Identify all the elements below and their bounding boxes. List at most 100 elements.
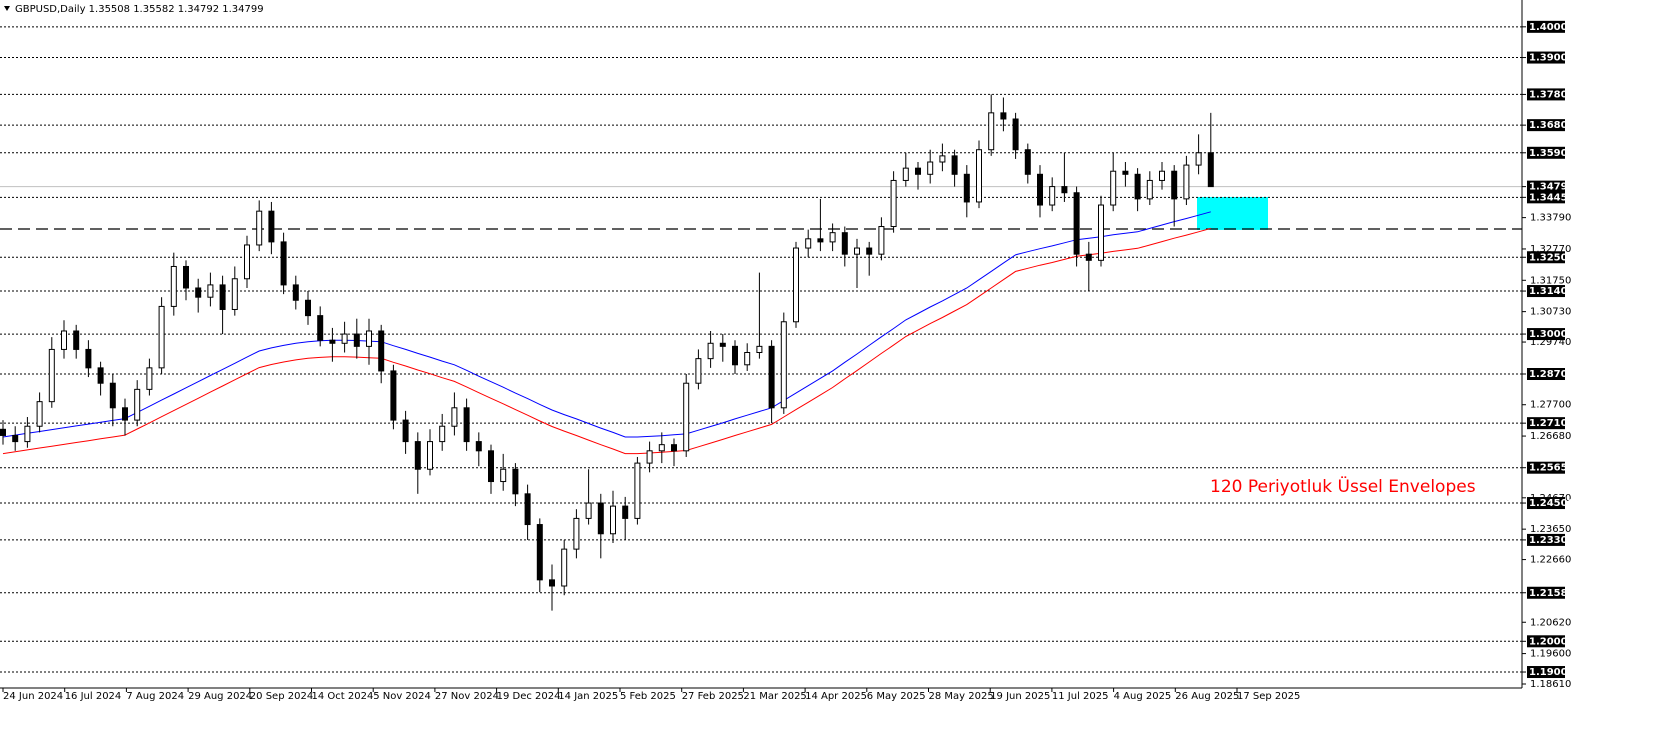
candle-body [854,247,860,255]
level-label: 1.19000 [1529,667,1575,678]
x-tick-label: 4 Aug 2025 [1114,691,1172,702]
x-tick-label: 27 Nov 2024 [435,691,499,702]
level-label: 1.39000 [1529,53,1575,64]
level-label-box [1527,20,1565,33]
candle-body [549,579,555,587]
candle-body [488,450,494,483]
annotation: 120 Periyotluk Üssel Envelopes [1210,475,1476,497]
candle-body [353,333,360,347]
level-label-box [1527,88,1565,101]
candle-body [122,407,128,421]
y-tick-label: 1.32770 [1530,244,1571,255]
y-tick-label: 1.30730 [1530,307,1571,318]
level-label-box [1527,497,1565,510]
level-label-box [1527,251,1565,264]
level-label: 1.37800 [1529,89,1575,100]
level-label-box [1527,666,1565,679]
candle-body [658,444,665,452]
candle-body [451,407,458,427]
x-tick-label: 17 Sep 2025 [1237,691,1300,702]
candle-body [85,348,92,369]
candle-body [268,210,275,243]
candle-body [1195,152,1202,166]
candle-body [1024,149,1031,175]
candle-body [219,284,226,310]
candle-body [73,330,80,350]
candle-body [915,167,921,175]
candle-body [1171,170,1178,200]
candle-body [1159,170,1165,181]
candle-body [890,179,897,228]
y-tick-label: 1.23650 [1530,524,1571,535]
candle-body [475,441,482,452]
candle-body [512,468,519,495]
candle-body [1134,173,1141,200]
zone [1197,197,1268,230]
candle-body [0,428,6,436]
candle-body [829,232,836,243]
level-label: 1.40000 [1529,22,1575,33]
x-tick-label: 20 Sep 2024 [250,691,313,702]
candle-body [610,505,616,535]
candle-body [1183,164,1190,200]
candle-body [707,342,714,360]
candle-body [244,244,250,280]
chart-title: GBPUSD,Daily 1.35508 1.35582 1.34792 1.3… [15,4,264,15]
candle-body [536,524,543,581]
x-tick-label: 14 Oct 2024 [312,691,374,702]
candle-body [634,462,641,519]
candle-body [427,441,433,470]
x-tick-label: 28 May 2025 [929,691,994,702]
candle-body [170,265,177,307]
candle-body [1207,152,1214,188]
level-label: 1.21580 [1529,588,1575,599]
candle-body [976,149,982,203]
candle-body [683,382,690,452]
level-label: 1.35900 [1529,148,1575,159]
y-tick-label: 1.33790 [1530,213,1571,224]
candle-body [1122,170,1129,175]
candle-body [951,155,958,175]
level-label: 1.31400 [1529,286,1575,297]
x-tick-label: 26 Aug 2025 [1175,691,1239,702]
candle-body [756,345,763,353]
level-label: 1.25650 [1529,463,1575,474]
level-label: 1.23300 [1529,535,1575,546]
candle-body [439,425,446,443]
level-label: 1.20000 [1529,636,1575,647]
candle-body [256,210,263,246]
current-price-label: 1.34799 [1529,182,1575,193]
level-label: 1.30000 [1529,329,1575,340]
envelope-line [2,211,1211,438]
level-label-box [1527,328,1565,341]
level-label: 1.27100 [1529,418,1575,429]
candle-body [329,339,336,344]
candle-body [207,284,214,298]
candle-body [341,333,348,344]
level-label-box [1527,586,1565,599]
candle-body [109,382,116,409]
level-label-box [1527,368,1565,381]
candle-body [305,299,311,317]
candle-body [768,345,775,409]
candle-body [183,265,189,289]
candle-body [780,321,787,409]
candle-body [902,167,909,181]
x-tick-label: 6 May 2025 [867,691,926,702]
candle-body [988,112,995,151]
level-label-box [1527,635,1565,648]
candle-body [195,287,202,298]
y-tick-label: 1.19600 [1530,649,1571,660]
candle-body [878,226,885,255]
x-tick-label: 19 Dec 2024 [497,691,561,702]
candle-body [24,425,31,443]
y-tick-label: 1.29740 [1530,337,1571,348]
level-label-box [1527,417,1565,430]
level-label-box [1527,533,1565,546]
candle-body [12,434,19,443]
candle-body [1000,112,1007,120]
candle-body [805,238,812,249]
candle-body [1110,170,1117,206]
candle-body [1061,186,1068,194]
candle-body [1073,192,1080,255]
